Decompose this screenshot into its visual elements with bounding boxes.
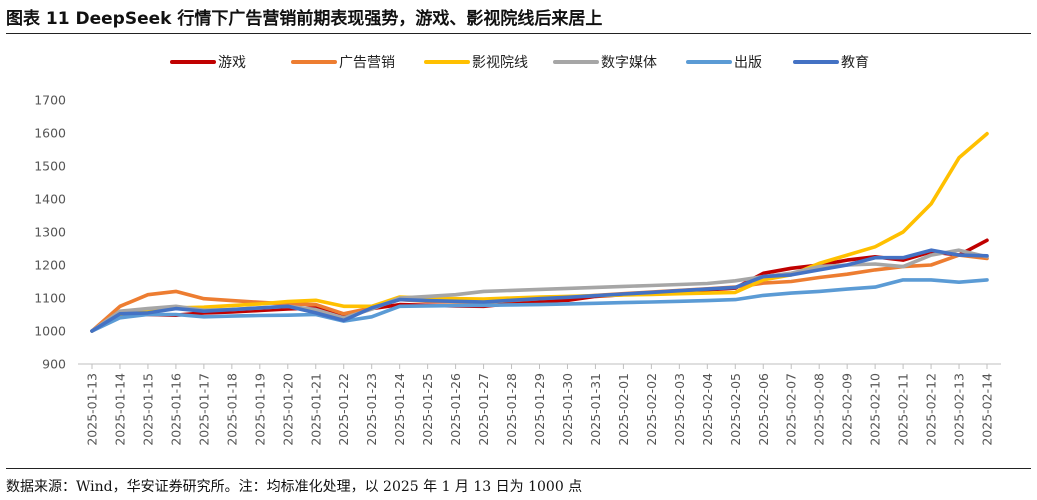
x-tick-label: 2025-01-27 [476, 373, 491, 446]
series-line-4 [90, 278, 989, 333]
line-chart: 游戏 广告营销 影视院线 数字媒体 出版 教育 900 1000 1100 1200 1300 14… [34, 55, 1001, 446]
y-tick-label: 1400 [34, 192, 66, 207]
x-tick-label: 2025-01-24 [392, 373, 407, 446]
legend-label-2: 影视院线 [472, 55, 528, 71]
top-rule [6, 33, 1031, 34]
series-lines [90, 131, 989, 333]
y-tick-label: 1300 [34, 225, 66, 240]
legend-label-4: 出版 [734, 55, 762, 71]
series-line-0 [90, 238, 989, 333]
source-note: 数据来源：Wind，华安证券研究所。注：均标准化处理，以 2025 年 1 月 … [6, 479, 583, 495]
x-tick-label: 2025-02-02 [644, 373, 659, 446]
x-tick-label: 2025-01-22 [336, 373, 351, 446]
x-tick-label: 2025-02-08 [812, 373, 827, 446]
y-tick-label: 900 [42, 357, 66, 372]
x-tick-label: 2025-01-19 [252, 373, 267, 446]
legend-label-5: 教育 [841, 55, 869, 71]
bottom-rule [6, 468, 1031, 469]
x-tick-label: 2025-01-25 [420, 373, 435, 446]
legend: 游戏 广告营销 影视院线 数字媒体 出版 教育 [170, 55, 869, 71]
x-tick-label: 2025-01-23 [364, 373, 379, 446]
x-axis: 2025-01-13 2025-01-14 2025-01-15 2025-01-16… [78, 363, 1001, 446]
x-tick-label: 2025-02-09 [840, 373, 855, 446]
y-tick-label: 1000 [34, 324, 66, 339]
y-tick-label: 1200 [34, 258, 66, 273]
x-tick-label: 2025-01-17 [196, 373, 211, 446]
y-tick-label: 1500 [34, 159, 66, 174]
x-tick-label: 2025-02-12 [924, 373, 939, 446]
y-tick-label: 1700 [34, 93, 66, 108]
legend-label-3: 数字媒体 [601, 55, 657, 71]
x-tick-label: 2025-01-31 [588, 373, 603, 446]
x-tick-label: 2025-02-11 [896, 373, 911, 446]
x-tick-label: 2025-01-16 [168, 373, 183, 446]
x-tick-label: 2025-02-05 [728, 373, 743, 446]
x-tick-label: 2025-02-10 [868, 373, 883, 446]
x-tick-label: 2025-02-07 [784, 373, 799, 446]
x-tick-label: 2025-01-26 [448, 373, 463, 446]
x-tick-label: 2025-01-15 [140, 373, 155, 446]
y-tick-label: 1600 [34, 126, 66, 141]
x-tick-label: 2025-01-29 [532, 373, 547, 446]
x-tick-label: 2025-02-01 [616, 373, 631, 446]
x-tick-label: 2025-02-06 [756, 373, 771, 446]
x-tick-label: 2025-01-18 [224, 373, 239, 446]
legend-label-0: 游戏 [218, 55, 246, 71]
y-tick-label: 1100 [34, 291, 66, 306]
x-tick-label: 2025-01-14 [112, 373, 127, 446]
x-tick-label: 2025-02-14 [980, 373, 995, 446]
x-tick-label: 2025-02-03 [672, 373, 687, 446]
y-axis: 900 1000 1100 1200 1300 1400 1500 1600 1700 [34, 93, 66, 372]
x-tick-label: 2025-02-13 [952, 373, 967, 446]
x-tick-label: 2025-01-28 [504, 373, 519, 446]
x-tick-label: 2025-01-30 [560, 373, 575, 446]
chart-title: 图表 11 DeepSeek 行情下广告营销前期表现强势，游戏、影视院线后来居上 [6, 9, 603, 29]
x-tick-label: 2025-02-04 [700, 373, 715, 446]
legend-label-1: 广告营销 [339, 55, 395, 71]
x-tick-label: 2025-01-21 [308, 373, 323, 446]
x-tick-label: 2025-01-20 [280, 373, 295, 446]
x-tick-label: 2025-01-13 [85, 373, 100, 446]
series-line-5 [90, 248, 989, 333]
